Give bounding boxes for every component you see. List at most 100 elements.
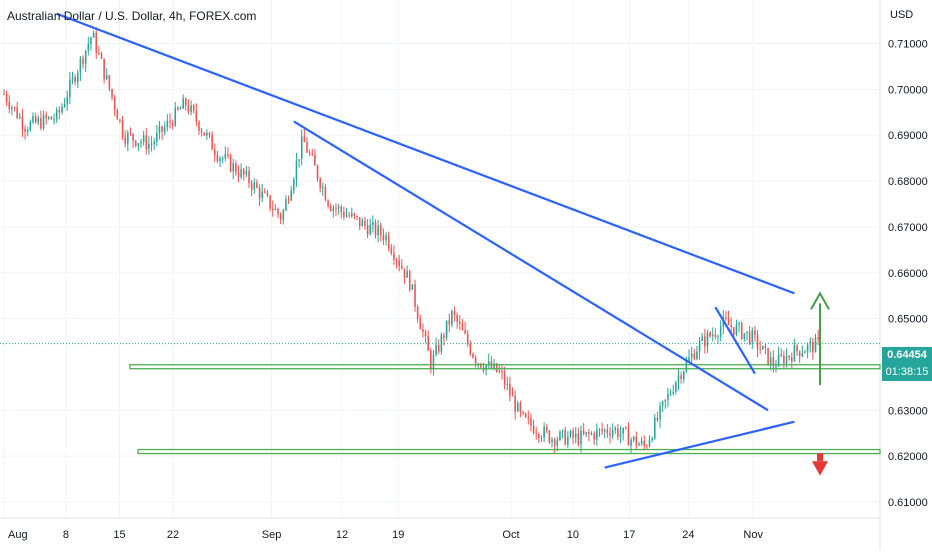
candle-body <box>401 266 403 269</box>
candle-body <box>266 192 269 196</box>
candle-body <box>619 433 622 437</box>
candle-body <box>524 413 527 418</box>
candle-body <box>817 337 819 339</box>
candle-body <box>177 107 179 110</box>
candle-body <box>98 52 100 54</box>
candle-body <box>361 220 364 227</box>
candle-body <box>124 136 126 144</box>
candle-body <box>740 323 743 339</box>
candle-body <box>42 114 45 129</box>
candle-body <box>625 427 627 429</box>
candle-body <box>398 260 400 267</box>
candle-body <box>224 154 227 159</box>
candle-body <box>561 430 564 432</box>
candle-body <box>279 214 282 220</box>
candle-body <box>688 357 690 362</box>
candle-body <box>221 158 224 160</box>
candle-body <box>322 187 324 189</box>
candle-body <box>8 102 11 109</box>
candle-body <box>63 103 66 107</box>
candle-body <box>145 135 148 149</box>
candle-body <box>161 126 163 132</box>
x-tick-label: 17 <box>623 529 635 541</box>
trendline <box>293 120 769 412</box>
candle-body <box>71 76 74 80</box>
candle-body <box>459 322 461 325</box>
candle-body <box>611 430 614 436</box>
candle-body <box>171 122 174 126</box>
candle-body <box>343 211 345 217</box>
y-tick-label: 0.68000 <box>888 176 928 188</box>
candle-body <box>527 417 530 419</box>
y-tick-label: 0.71000 <box>888 39 928 51</box>
candle-body <box>377 225 379 236</box>
candle-body <box>601 429 603 432</box>
candle-body <box>735 324 738 335</box>
candle-body <box>751 330 754 344</box>
candle-body <box>190 105 192 113</box>
candle-body <box>603 429 606 432</box>
candle-body <box>767 348 769 365</box>
candle-body <box>656 417 659 420</box>
candle-body <box>812 341 814 353</box>
candle-body <box>169 120 171 123</box>
candle-body <box>340 206 343 212</box>
current-price-badge: 0.64454 <box>882 347 932 364</box>
candle-body <box>762 346 764 350</box>
candle-body <box>92 32 95 38</box>
candle-body <box>69 79 71 98</box>
candle-body <box>638 443 640 446</box>
candle-body <box>435 345 437 355</box>
candle-body <box>324 187 327 201</box>
candle-body <box>148 143 150 149</box>
candle-body <box>461 324 464 331</box>
candle-body <box>717 336 719 338</box>
candle-body <box>95 32 98 53</box>
candle-body <box>432 354 435 370</box>
candle-body <box>485 365 487 371</box>
candle-body <box>232 163 235 172</box>
candle-body <box>100 53 103 59</box>
candle-body <box>577 433 580 445</box>
trendline <box>604 420 795 469</box>
y-tick-label: 0.62000 <box>888 451 928 463</box>
candle-body <box>87 44 90 51</box>
candle-body <box>419 318 422 330</box>
candle-body <box>785 355 788 364</box>
candle-body <box>111 88 113 98</box>
candle-body <box>756 334 759 349</box>
candle-body <box>664 399 667 402</box>
candle-body <box>680 375 682 380</box>
candle-body <box>5 94 8 103</box>
candle-body <box>622 427 624 434</box>
candle-body <box>414 284 416 307</box>
candle-body <box>61 106 63 113</box>
candle-body <box>66 97 69 104</box>
candle-body <box>574 433 577 438</box>
candle-body <box>227 154 229 156</box>
candle-body <box>327 200 329 206</box>
candle-body <box>630 439 632 446</box>
y-tick-label: 0.70000 <box>888 84 928 96</box>
x-tick-label: 8 <box>63 529 69 541</box>
candle-body <box>395 259 398 261</box>
candle-body <box>156 132 158 142</box>
candle-body <box>11 107 13 109</box>
candle-body <box>416 306 419 319</box>
candle-body <box>108 75 111 89</box>
x-tick-label: Sep <box>262 529 282 541</box>
candle-body <box>24 128 26 132</box>
x-tick-label: 15 <box>113 529 125 541</box>
candle-body <box>606 429 609 434</box>
candle-body <box>669 393 672 395</box>
support-level <box>129 364 881 370</box>
candle-body <box>727 318 730 326</box>
candle-body <box>406 271 408 278</box>
y-tick-label: 0.63000 <box>888 405 928 417</box>
candle-body <box>129 132 132 134</box>
x-tick-label: Aug <box>8 529 28 541</box>
candle-body <box>675 382 677 392</box>
candle-body <box>58 109 61 113</box>
